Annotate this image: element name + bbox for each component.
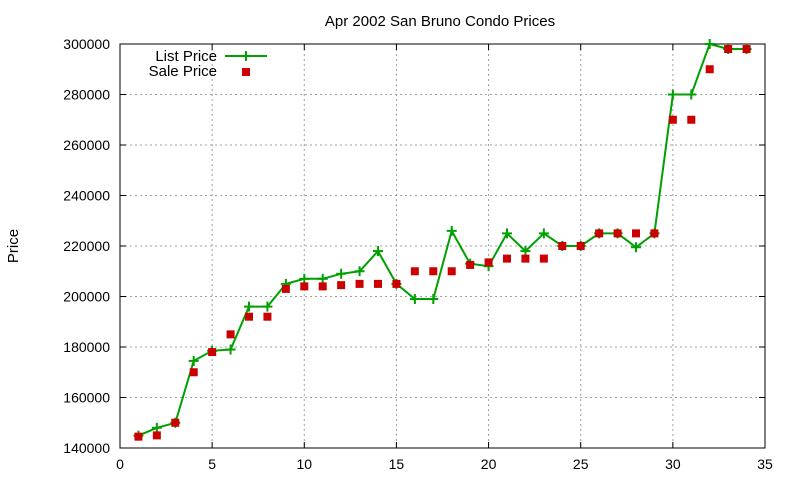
list-price-point — [502, 228, 512, 239]
list-price-point — [317, 273, 328, 284]
sale-price-point — [189, 368, 198, 377]
y-axis-label: Price — [5, 229, 22, 263]
y-tick-label: 140000 — [63, 440, 110, 456]
list-price-point — [631, 242, 641, 253]
sale-price-point — [392, 279, 401, 288]
x-tick-label: 20 — [481, 456, 497, 472]
legend-marker-sale-price — [242, 68, 250, 76]
sale-price-point — [263, 312, 272, 321]
sale-price-point — [650, 229, 659, 238]
list-price-point — [225, 344, 236, 355]
list-price-point — [354, 266, 365, 277]
sale-price-point — [208, 348, 217, 357]
legend-marker-list-price — [241, 51, 251, 61]
x-tick-label: 10 — [296, 456, 312, 472]
sale-price-point — [152, 431, 161, 440]
sale-price-point — [521, 254, 530, 263]
sale-price-point — [503, 254, 511, 263]
sale-price-point — [447, 267, 456, 276]
y-tick-label: 200000 — [63, 289, 110, 305]
list-price-point — [704, 39, 715, 49]
y-tick-label: 300000 — [63, 36, 110, 52]
sale-price-point — [558, 242, 567, 250]
list-price-point — [428, 294, 439, 305]
sale-price-point — [281, 284, 290, 293]
sale-price-point — [318, 282, 327, 291]
y-tick-label: 240000 — [63, 188, 110, 204]
sale-price-point — [576, 242, 585, 250]
sale-price-point — [539, 254, 548, 263]
sale-price-point — [595, 229, 604, 238]
sale-price-point — [374, 279, 382, 288]
list-price-point — [538, 228, 549, 239]
sale-price-point — [171, 418, 180, 427]
list-price-point — [244, 301, 254, 312]
sale-price-point — [668, 115, 677, 124]
list-price-point — [151, 422, 162, 433]
legend-label-list-price: List Price — [155, 48, 217, 65]
x-tick-label: 0 — [116, 456, 124, 472]
sale-price-point — [410, 267, 419, 276]
list-price-point — [262, 301, 273, 312]
sale-price-point — [466, 260, 475, 269]
sale-price-point — [632, 229, 640, 238]
list-price-point — [188, 355, 199, 366]
y-tick-label: 280000 — [63, 87, 110, 103]
list-price-point — [520, 246, 531, 257]
sale-price-point — [429, 267, 438, 276]
sale-price-point — [245, 312, 253, 321]
sale-price-point — [337, 281, 346, 290]
x-tick-label: 25 — [573, 456, 589, 472]
y-tick-label: 180000 — [63, 339, 110, 355]
x-tick-label: 35 — [757, 456, 773, 472]
sale-price-point — [484, 258, 493, 267]
sale-price-point — [705, 65, 714, 74]
chart-title: Apr 2002 San Bruno Condo Prices — [325, 13, 555, 30]
y-tick-label: 160000 — [63, 390, 110, 406]
tick-layer: 0 5 10 15 20 25 30 35 140000 160000 180000 200000 22… — [63, 36, 773, 472]
list-price-point — [373, 246, 383, 257]
y-tick-label: 220000 — [63, 238, 110, 254]
list-price-point — [299, 273, 310, 284]
x-tick-label: 5 — [208, 456, 216, 472]
grid-layer — [120, 44, 765, 448]
x-tick-label: 15 — [389, 456, 405, 472]
sale-price-point — [613, 229, 622, 238]
sale-price-point — [742, 45, 751, 54]
list-price-line — [138, 42, 747, 437]
series-layer — [133, 39, 752, 441]
sale-price-point — [226, 330, 235, 339]
sale-price-point — [300, 282, 309, 291]
y-tick-label: 260000 — [63, 137, 110, 153]
list-price-point — [667, 89, 678, 100]
x-tick-label: 30 — [665, 456, 681, 472]
sale-price-point — [134, 432, 143, 441]
sale-price-point — [355, 279, 364, 288]
list-price-point — [409, 294, 420, 305]
list-price-point — [686, 89, 697, 100]
legend-label-sale-price: Sale Price — [149, 63, 217, 80]
list-price-point — [446, 225, 457, 236]
sale-price-point — [687, 115, 696, 124]
legend: List Price Sale Price — [149, 48, 267, 80]
list-price-point — [336, 268, 347, 279]
sale-price-point — [724, 45, 733, 54]
